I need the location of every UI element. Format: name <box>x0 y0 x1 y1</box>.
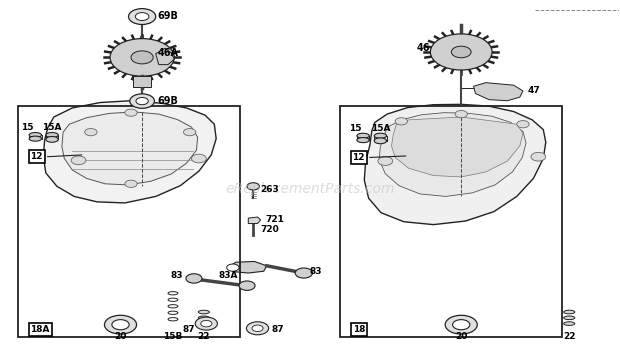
Circle shape <box>85 128 97 136</box>
Text: 83A: 83A <box>219 272 238 280</box>
Text: 15B: 15B <box>163 332 183 341</box>
Ellipse shape <box>198 310 210 314</box>
Text: 18A: 18A <box>30 325 50 334</box>
Text: 20: 20 <box>114 332 126 341</box>
Text: 720: 720 <box>260 225 280 234</box>
Text: 47: 47 <box>528 87 541 95</box>
Text: 22: 22 <box>198 332 210 341</box>
Circle shape <box>130 94 154 108</box>
Circle shape <box>104 315 136 334</box>
Ellipse shape <box>564 310 575 314</box>
Polygon shape <box>379 112 526 197</box>
Circle shape <box>378 157 392 165</box>
Text: 83: 83 <box>310 267 322 276</box>
Text: 18: 18 <box>353 325 366 334</box>
Ellipse shape <box>564 316 575 320</box>
Circle shape <box>192 154 206 163</box>
Polygon shape <box>133 76 151 87</box>
Circle shape <box>125 109 137 116</box>
Text: 87: 87 <box>182 325 195 334</box>
Ellipse shape <box>46 132 58 138</box>
Ellipse shape <box>374 133 386 138</box>
Text: 15: 15 <box>350 124 362 133</box>
Ellipse shape <box>357 138 370 143</box>
Circle shape <box>455 111 467 118</box>
Circle shape <box>295 268 312 278</box>
Circle shape <box>110 39 174 76</box>
Text: 69B: 69B <box>157 96 179 106</box>
Text: 69B: 69B <box>157 11 179 21</box>
Circle shape <box>451 46 471 58</box>
Circle shape <box>128 9 156 24</box>
Circle shape <box>71 156 86 165</box>
Ellipse shape <box>29 136 42 141</box>
Circle shape <box>516 120 529 128</box>
Ellipse shape <box>357 133 370 138</box>
Circle shape <box>112 320 129 330</box>
Circle shape <box>239 281 255 290</box>
Ellipse shape <box>564 322 575 325</box>
Text: 15: 15 <box>21 123 33 132</box>
Polygon shape <box>43 101 216 203</box>
Circle shape <box>131 51 153 64</box>
Ellipse shape <box>29 132 42 138</box>
Ellipse shape <box>374 138 386 144</box>
Polygon shape <box>156 48 174 64</box>
Polygon shape <box>229 261 267 273</box>
Circle shape <box>246 322 268 335</box>
Circle shape <box>395 118 407 125</box>
Polygon shape <box>365 104 546 225</box>
Ellipse shape <box>198 322 210 325</box>
Bar <box>18 106 241 337</box>
Circle shape <box>430 34 492 70</box>
Circle shape <box>252 325 263 332</box>
Circle shape <box>531 153 546 161</box>
Circle shape <box>135 13 149 20</box>
Text: 22: 22 <box>563 332 575 341</box>
Polygon shape <box>248 217 260 223</box>
Text: 12: 12 <box>353 153 365 162</box>
Circle shape <box>445 315 477 334</box>
Circle shape <box>453 320 470 330</box>
Circle shape <box>186 274 202 283</box>
Text: 46: 46 <box>417 43 430 53</box>
Text: 15A: 15A <box>42 123 62 132</box>
Circle shape <box>184 128 196 136</box>
Text: 721: 721 <box>265 215 284 225</box>
Text: 46A: 46A <box>157 48 179 58</box>
Circle shape <box>195 317 218 330</box>
Circle shape <box>136 98 148 105</box>
Text: 263: 263 <box>260 185 280 194</box>
Polygon shape <box>474 83 523 101</box>
Circle shape <box>247 183 259 190</box>
Text: 15A: 15A <box>371 124 390 133</box>
Circle shape <box>227 264 239 271</box>
Circle shape <box>201 320 212 327</box>
Circle shape <box>125 180 137 187</box>
Ellipse shape <box>46 136 58 142</box>
Text: 20: 20 <box>455 332 467 341</box>
Text: 87: 87 <box>271 325 284 334</box>
Text: eReplacementParts.com: eReplacementParts.com <box>225 182 395 196</box>
Text: 12: 12 <box>30 152 43 161</box>
Bar <box>340 106 562 337</box>
Text: 83: 83 <box>171 272 184 280</box>
Polygon shape <box>62 112 198 185</box>
Polygon shape <box>391 117 523 177</box>
Ellipse shape <box>198 316 210 320</box>
